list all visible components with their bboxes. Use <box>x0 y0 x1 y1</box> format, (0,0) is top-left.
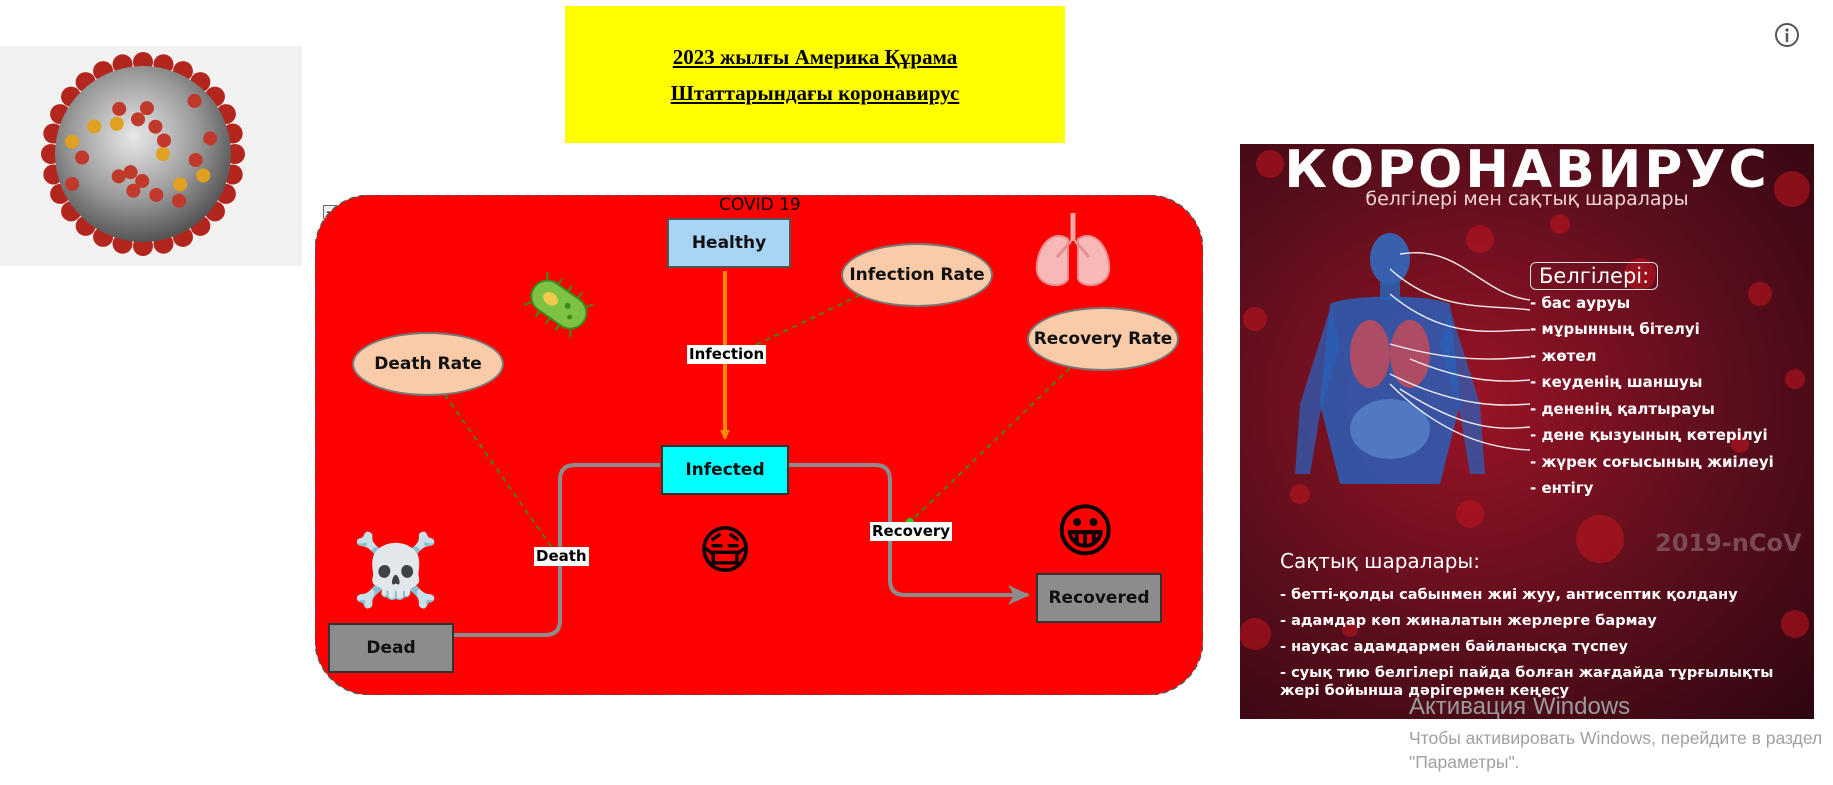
symptom-item: - бас ауруы <box>1530 294 1631 312</box>
infected-stock[interactable]: Infected <box>661 445 789 495</box>
group-label: COVID 19 <box>719 195 801 215</box>
coronavirus-poster: КОРОНАВИРУС белгілері мен сақтық шаралар… <box>1240 144 1814 719</box>
skull-icon: ☠️ <box>352 529 440 611</box>
recovery-flow-label[interactable]: Recovery <box>870 522 953 541</box>
infection-flow-label[interactable]: Infection <box>687 345 767 364</box>
prevention-header: Сақтық шаралары: <box>1280 549 1480 573</box>
info-icon[interactable] <box>1774 22 1800 48</box>
poster-background <box>1240 150 1810 650</box>
poster-title: КОРОНАВИРУС <box>1284 144 1770 200</box>
symptom-item: - жүрек соғысының жиілеуі <box>1530 453 1774 471</box>
page-title: 2023 жылғы Америка Құрама Штаттарындағы … <box>670 44 960 105</box>
microbe-icon <box>524 272 594 338</box>
human-body-illustration <box>1295 233 1485 484</box>
prevention-item: - бетті-қолды сабынмен жиі жуу, антисепт… <box>1280 587 1738 603</box>
windows-activation-hint: Чтобы активировать Windows, перейдите в … <box>1409 728 1823 772</box>
recovery-rate-variable[interactable]: Recovery Rate <box>1027 307 1179 371</box>
smile-icon: 😀 <box>1055 497 1116 565</box>
death-rate-variable[interactable]: Death Rate <box>352 332 504 396</box>
poster-subtitle: белгілері мен сақтық шаралары <box>1365 188 1689 210</box>
title-box: 2023 жылғы Америка Құрама Штаттарындағы … <box>565 6 1065 143</box>
stock-flow-diagram: COVID 19 Healthy Infected Recovered Dead… <box>315 195 1203 695</box>
recovery-rate-link <box>909 367 1071 523</box>
infection-rate-variable[interactable]: Infection Rate <box>841 243 993 307</box>
infection-rate-link <box>734 294 861 356</box>
windows-activation-title: Активация Windows <box>1409 693 1631 720</box>
symptom-item: - ентігу <box>1530 479 1594 497</box>
symptoms-header: Белгілері: <box>1530 262 1659 290</box>
death-flow-label[interactable]: Death <box>534 547 589 566</box>
symptom-item: - кеуденің шаншуы <box>1530 373 1703 391</box>
lungs-icon <box>1035 213 1111 287</box>
dead-stock[interactable]: Dead <box>328 623 454 673</box>
coronavirus-illustration <box>41 52 245 256</box>
symptom-item: - жөтел <box>1530 347 1597 365</box>
mask-face-icon: 😷 <box>698 521 753 581</box>
healthy-stock[interactable]: Healthy <box>667 218 791 268</box>
prevention-item: - науқас адамдармен байланысқа түспеу <box>1280 639 1628 655</box>
symptom-item: - дененің қалтырауы <box>1530 400 1715 418</box>
prevention-item: - суық тию белгілері пайда болған жағдай… <box>1280 665 1774 699</box>
prevention-item: - адамдар көп жиналатын жерлерге бармау <box>1280 613 1657 629</box>
recovered-stock[interactable]: Recovered <box>1036 573 1162 623</box>
symptom-item: - мұрынның бітелуі <box>1530 320 1700 338</box>
symptom-item: - дене қызуының көтерілуі <box>1530 426 1768 444</box>
coronavirus-image <box>0 46 302 266</box>
ncov-label: 2019-nCoV <box>1655 529 1802 557</box>
death-rate-link <box>444 394 556 553</box>
